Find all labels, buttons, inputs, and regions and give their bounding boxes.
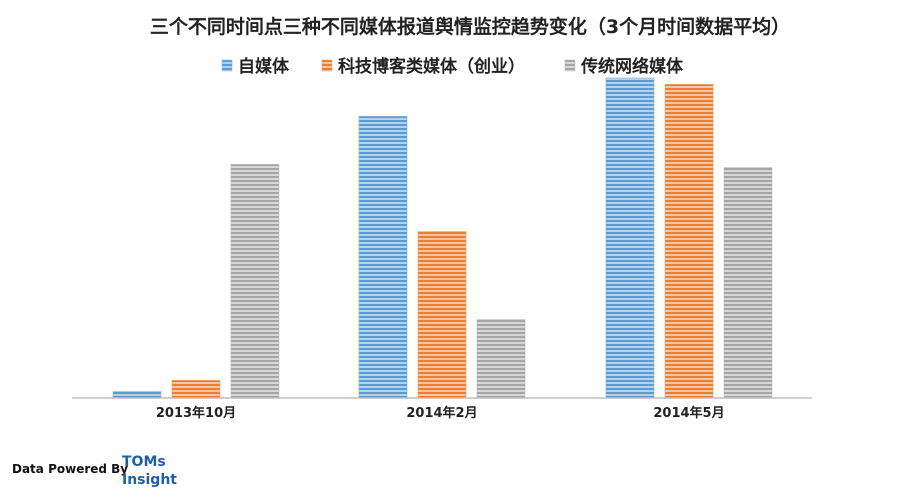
bar-3-1 xyxy=(230,164,280,399)
x-tick-label: 2014年5月 xyxy=(653,405,724,421)
bars xyxy=(112,77,773,399)
bar-3-2 xyxy=(476,319,526,399)
bar-2-1 xyxy=(171,380,221,399)
legend-label: 自媒体 xyxy=(238,56,290,77)
bar-3-3 xyxy=(723,167,773,399)
x-tick-label: 2014年2月 xyxy=(406,405,477,421)
legend-swatch xyxy=(221,59,233,72)
logo-line-1: TOMs xyxy=(122,454,166,470)
x-tick-label: 2013年10月 xyxy=(156,405,236,421)
legend-swatch xyxy=(564,59,576,72)
legend-swatch xyxy=(321,59,333,72)
bar-1-3 xyxy=(605,77,655,399)
data-credit: Data Powered By xyxy=(12,462,129,476)
toms-insight-logo: TOMs Insight xyxy=(122,453,177,489)
bar-2-3 xyxy=(664,84,714,399)
x-axis-ticks: 2013年10月 2014年2月 2014年5月 xyxy=(156,405,725,421)
bar-1-1 xyxy=(112,391,162,399)
legend-label: 传统网络媒体 xyxy=(580,56,684,77)
legend: 自媒体 科技博客类媒体（创业） 传统网络媒体 xyxy=(221,56,684,77)
bar-1-2 xyxy=(358,116,408,399)
legend-label: 科技博客类媒体（创业） xyxy=(338,56,525,77)
bar-2-2 xyxy=(417,231,467,399)
logo-line-2: Insight xyxy=(122,472,177,488)
chart-title: 三个不同时间点三种不同媒体报道舆情监控趋势变化（3个月时间数据平均） xyxy=(150,15,790,38)
